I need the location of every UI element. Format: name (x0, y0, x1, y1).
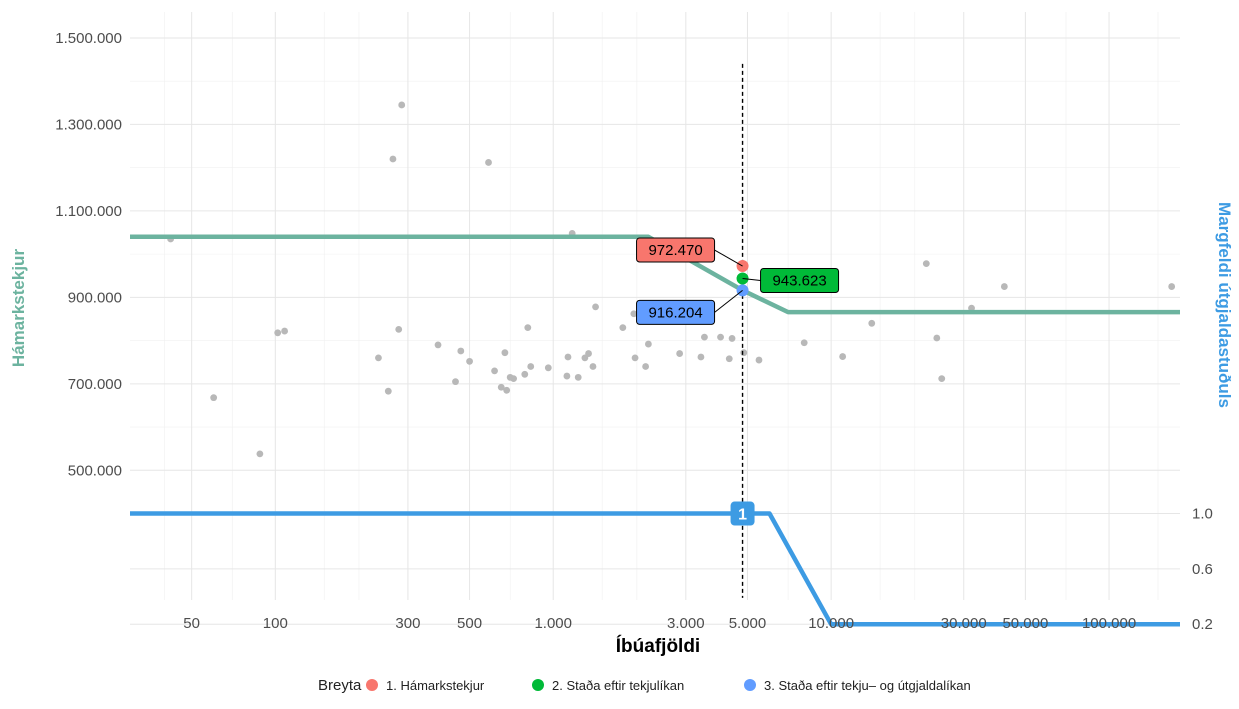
x-tick-label: 30.000 (941, 615, 987, 632)
legend-entry-label: 2. Staða eftir tekjulíkan (552, 678, 684, 693)
scatter-point (564, 353, 572, 361)
legend-swatch (532, 679, 544, 691)
x-tick-label: 100 (263, 615, 288, 632)
legend-title: Breyta (318, 677, 362, 694)
scatter-point (868, 319, 876, 327)
legend-swatch (366, 679, 378, 691)
scatter-point (544, 364, 552, 372)
scatter-point (452, 378, 459, 386)
scatter-point (839, 353, 847, 360)
scatter-point (725, 355, 733, 363)
scatter-point (1000, 283, 1008, 290)
legend: Breyta 1. Hámarkstekjur 2. Staða eftir tek… (318, 677, 971, 694)
x-tick-label: 300 (395, 615, 420, 632)
callout-box (760, 267, 840, 293)
scatter-point (281, 327, 289, 335)
scatter-point (527, 363, 535, 370)
scatter-point (630, 310, 638, 318)
scatter-point (1168, 283, 1176, 290)
scatter-point (676, 350, 684, 357)
scatter-point (210, 394, 218, 402)
callout-box (636, 299, 716, 325)
scatter-point (497, 383, 505, 391)
scatter-point (938, 375, 946, 383)
y-tick-label-right: 1.0 (1192, 506, 1213, 523)
scatter-points (167, 101, 1176, 458)
scatter-point (631, 354, 639, 362)
scatter-point (524, 324, 532, 332)
callout-leader (714, 289, 743, 313)
scatter-point (642, 363, 650, 370)
x-tick-label: 500 (457, 615, 482, 632)
x-tick-label: 100.000 (1082, 615, 1136, 632)
legend-entry-label: 3. Staða eftir tekju– og útgjaldalíkan (764, 678, 971, 693)
y-tick-label-left: 700.000 (68, 376, 122, 393)
scatter-point (384, 387, 392, 395)
scatter-point (574, 373, 582, 381)
series-line (130, 511, 1180, 627)
x-tick-label: 3.000 (667, 615, 705, 632)
scatter-point (592, 303, 599, 311)
scatter-point (717, 333, 724, 341)
scatter-point (491, 367, 498, 375)
multiplier-marker (730, 501, 755, 526)
scatter-point (375, 354, 382, 362)
scatter-point (933, 334, 941, 342)
scatter-point (755, 356, 763, 364)
series-lines (130, 234, 1180, 627)
y-axis-label-right: Margfeldi útgjaldastuðuls (1215, 202, 1234, 408)
y-tick-label-right: 0.6 (1192, 561, 1213, 578)
y-tick-label-right: 0.2 (1192, 616, 1213, 633)
legend-entry-label: 1. Hámarkstekjur (386, 678, 485, 693)
callout-label: 972.470 (648, 242, 702, 259)
scatter-point (521, 370, 529, 378)
scatter-point (398, 101, 406, 109)
y-tick-label-left: 900.000 (68, 289, 122, 306)
callout-leader (714, 249, 743, 267)
scatter-point (457, 347, 465, 355)
scatter-point (395, 325, 403, 333)
value-callouts: 972.470 943.623 916.204 1 (636, 237, 840, 526)
callout-box (636, 237, 716, 263)
scatter-point (274, 329, 282, 337)
multiplier-marker-label: 1 (738, 507, 747, 524)
scatter-point (389, 155, 397, 163)
scatter-point (510, 375, 517, 383)
x-tick-label: 5.000 (729, 615, 767, 632)
scatter-point (728, 335, 736, 342)
x-axis-label: Íbúafjöldi (616, 635, 700, 657)
x-tick-label: 1.000 (534, 615, 572, 632)
scatter-point (740, 349, 748, 357)
y-tick-label-left: 1.500.000 (55, 30, 122, 47)
y-tick-label-left: 1.300.000 (55, 116, 122, 133)
scatter-point (485, 159, 492, 166)
scatter-point (589, 363, 597, 370)
x-tick-label: 50.000 (1002, 615, 1048, 632)
scatter-point (585, 350, 592, 357)
scatter-point (922, 260, 930, 268)
scatter-point (466, 357, 473, 365)
scatter-point (701, 333, 708, 341)
scatter-point (619, 324, 627, 332)
callout-label: 943.623 (772, 272, 826, 289)
x-tick-label: 50 (183, 615, 200, 632)
x-tick-label: 10.000 (808, 615, 854, 632)
legend-swatch (744, 679, 756, 691)
scatter-point (501, 349, 509, 357)
callout-label: 916.204 (648, 304, 702, 321)
scatter-point (563, 372, 571, 380)
scatter-point (644, 340, 652, 348)
y-tick-label-left: 1.100.000 (55, 203, 122, 220)
scatter-point (503, 386, 511, 394)
axis-ticks: 50 100 300 500 1.000 3.000 5.000 10.000 30.000 50… (55, 30, 1213, 633)
callout-leader (742, 277, 761, 281)
scatter-point (256, 450, 264, 458)
y-tick-label-left: 500.000 (68, 462, 122, 479)
y-axis-label-left: Hámarkstekjur (9, 249, 28, 368)
scatter-point (697, 353, 705, 361)
scatter-point (434, 341, 442, 349)
scatter-point (800, 339, 808, 347)
